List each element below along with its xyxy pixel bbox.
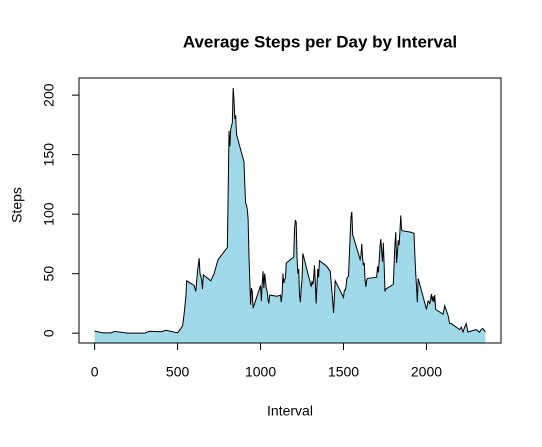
x-tick-label: 1000 <box>245 364 276 380</box>
x-tick-label: 500 <box>166 364 190 380</box>
x-tick-label: 0 <box>91 364 99 380</box>
area-fill <box>94 88 486 343</box>
y-tick-label: 0 <box>41 329 57 337</box>
y-tick-label: 150 <box>41 143 57 167</box>
x-tick-label: 2000 <box>411 364 442 380</box>
y-tick-label: 200 <box>41 83 57 107</box>
x-axis-label: Interval <box>267 403 313 419</box>
x-tick-label: 1500 <box>328 364 359 380</box>
chart-title: Average Steps per Day by Interval <box>183 32 457 51</box>
y-tick-label: 100 <box>41 202 57 226</box>
area-line <box>94 87 486 334</box>
y-axis-label: Steps <box>9 187 25 223</box>
y-tick-label: 50 <box>41 266 57 282</box>
